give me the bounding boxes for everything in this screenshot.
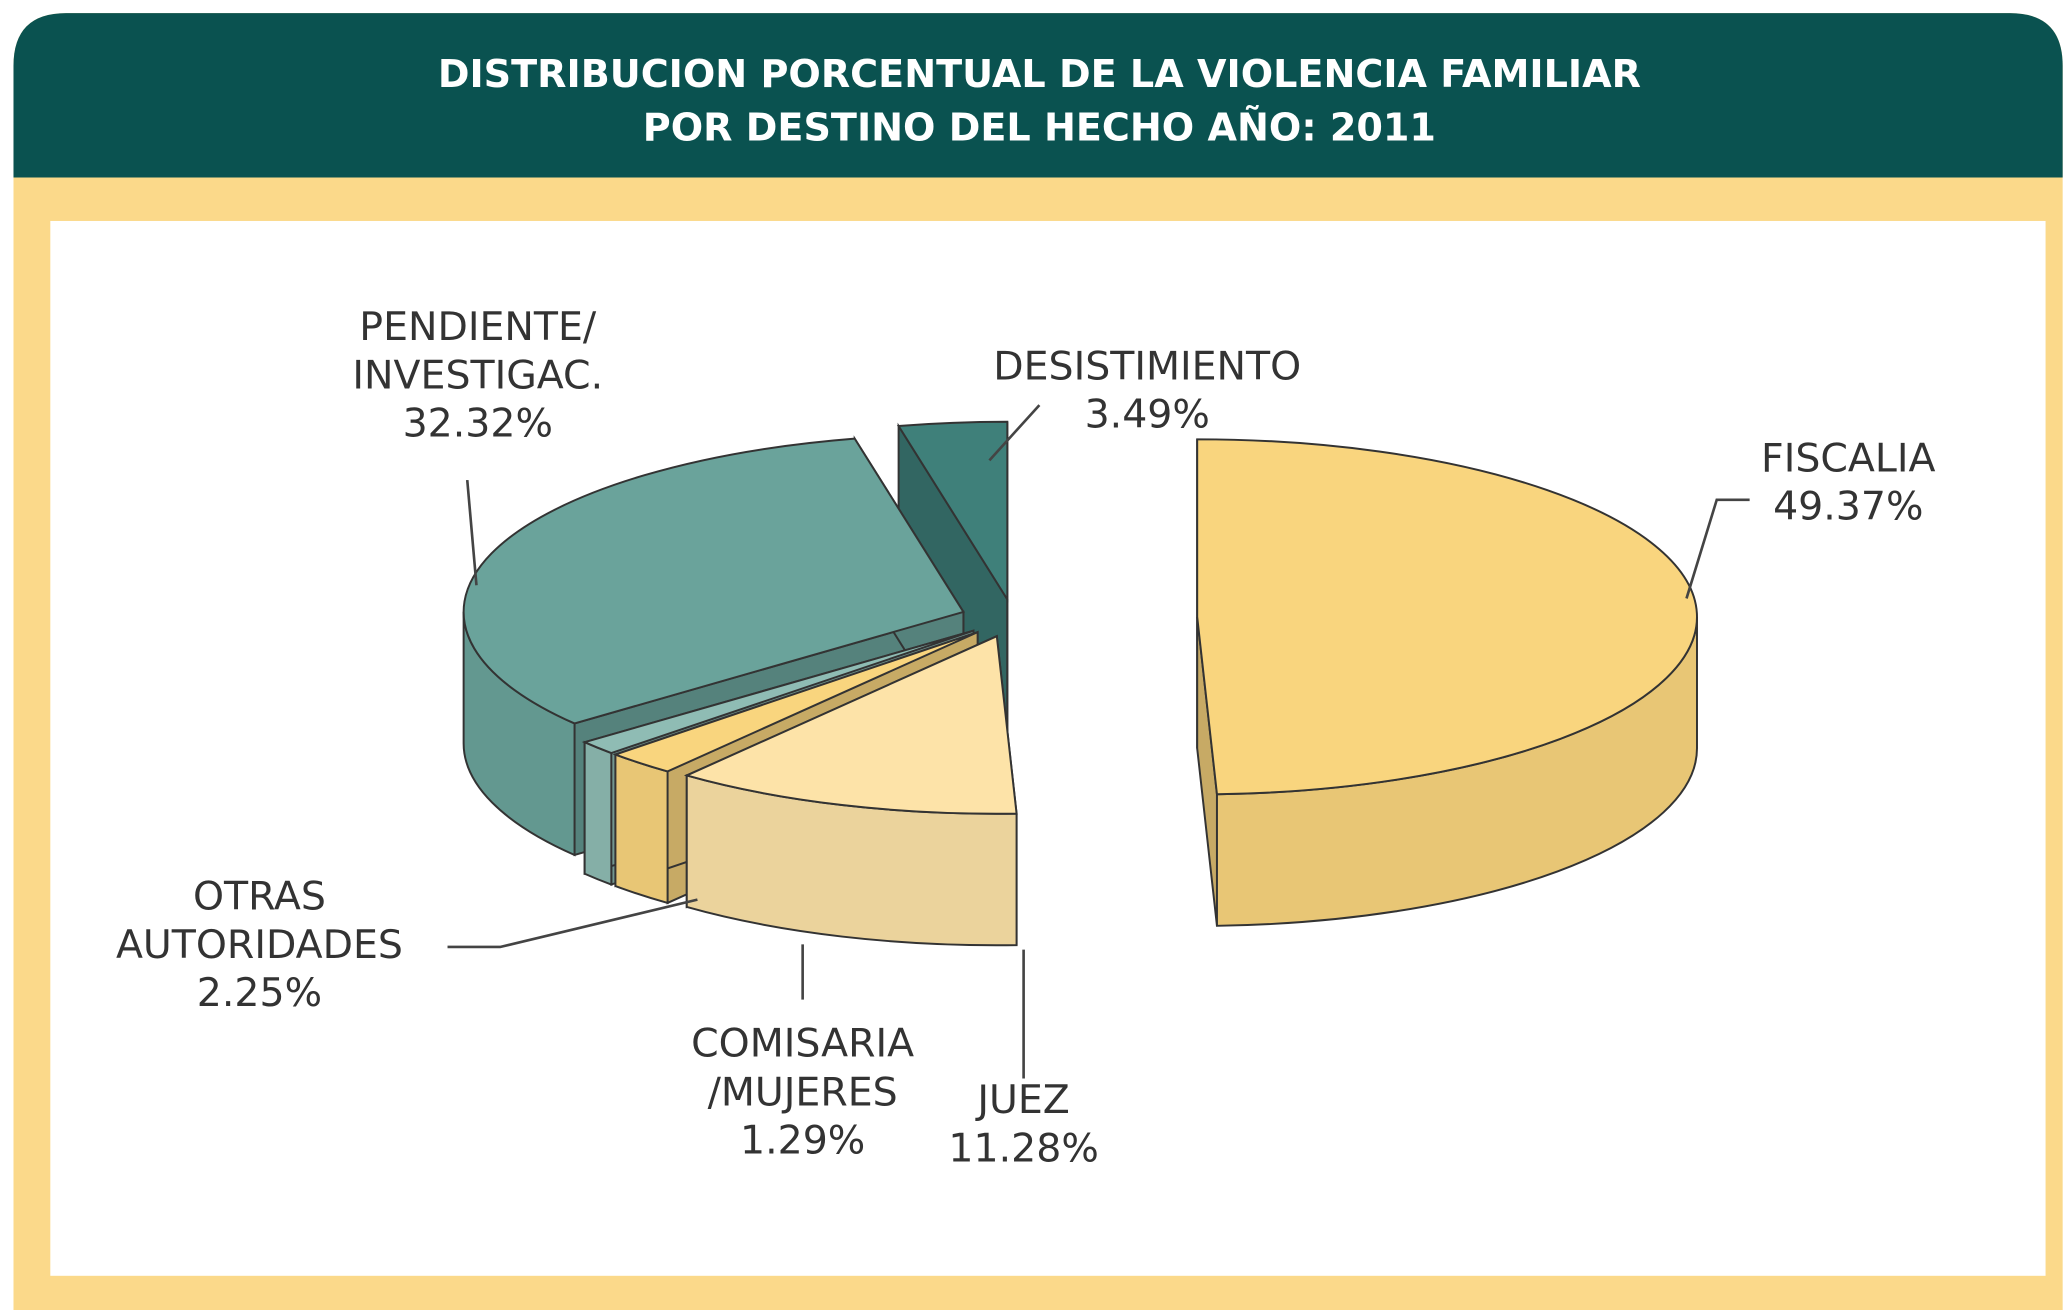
slice-label: JUEZ bbox=[974, 1077, 1069, 1123]
label-line: DESISTIMIENTO bbox=[993, 343, 1301, 389]
slice-label: FISCALIA bbox=[1761, 435, 1935, 481]
plot-area bbox=[50, 220, 2046, 1276]
slice bbox=[683, 634, 1018, 947]
label-line: FISCALIA bbox=[1761, 435, 1935, 481]
leader-line bbox=[465, 479, 478, 586]
slice-side bbox=[583, 740, 613, 886]
chart-title: DISTRIBUCION PORCENTUAL DE LA VIOLENCIA … bbox=[438, 52, 1641, 96]
slice-label: PENDIENTE/INVESTIGAC. bbox=[352, 303, 603, 398]
slice-label: OTRAS AUTORIDADES bbox=[116, 873, 403, 968]
header bbox=[13, 13, 2063, 178]
slice-label: DESISTIMIENTO bbox=[993, 343, 1301, 389]
label-line: COMISARIA bbox=[691, 1020, 914, 1066]
slice bbox=[612, 631, 979, 773]
slice bbox=[1196, 438, 1698, 796]
value-label: 3.49% bbox=[1085, 391, 1210, 437]
label-line: /MUJERES bbox=[708, 1069, 898, 1115]
slice-side bbox=[614, 753, 669, 905]
leader-line bbox=[988, 404, 1041, 462]
slice bbox=[462, 437, 965, 725]
leader-line bbox=[1685, 498, 1750, 599]
label-line: OTRAS bbox=[193, 873, 326, 919]
slice-label: COMISARIA/MUJERES bbox=[691, 1020, 914, 1115]
label-line: AUTORIDADES bbox=[116, 921, 403, 967]
label-line: PENDIENTE/ bbox=[359, 303, 597, 349]
chart-subtitle: POR DESTINO DEL HECHO AÑO: 2011 bbox=[643, 106, 1436, 150]
value-label: 1.29% bbox=[740, 1117, 865, 1163]
slice bbox=[581, 629, 974, 755]
slice bbox=[683, 634, 1018, 815]
slice bbox=[1196, 438, 1698, 927]
value-label: 2.25% bbox=[197, 970, 322, 1016]
value-label: 49.37% bbox=[1773, 484, 1923, 530]
label-line: INVESTIGAC. bbox=[352, 352, 603, 398]
label-line: JUEZ bbox=[974, 1077, 1069, 1123]
value-label: 32.32% bbox=[403, 401, 553, 447]
leader-line bbox=[447, 898, 698, 949]
value-label: 11.28% bbox=[948, 1125, 1098, 1171]
slice bbox=[896, 420, 1009, 603]
